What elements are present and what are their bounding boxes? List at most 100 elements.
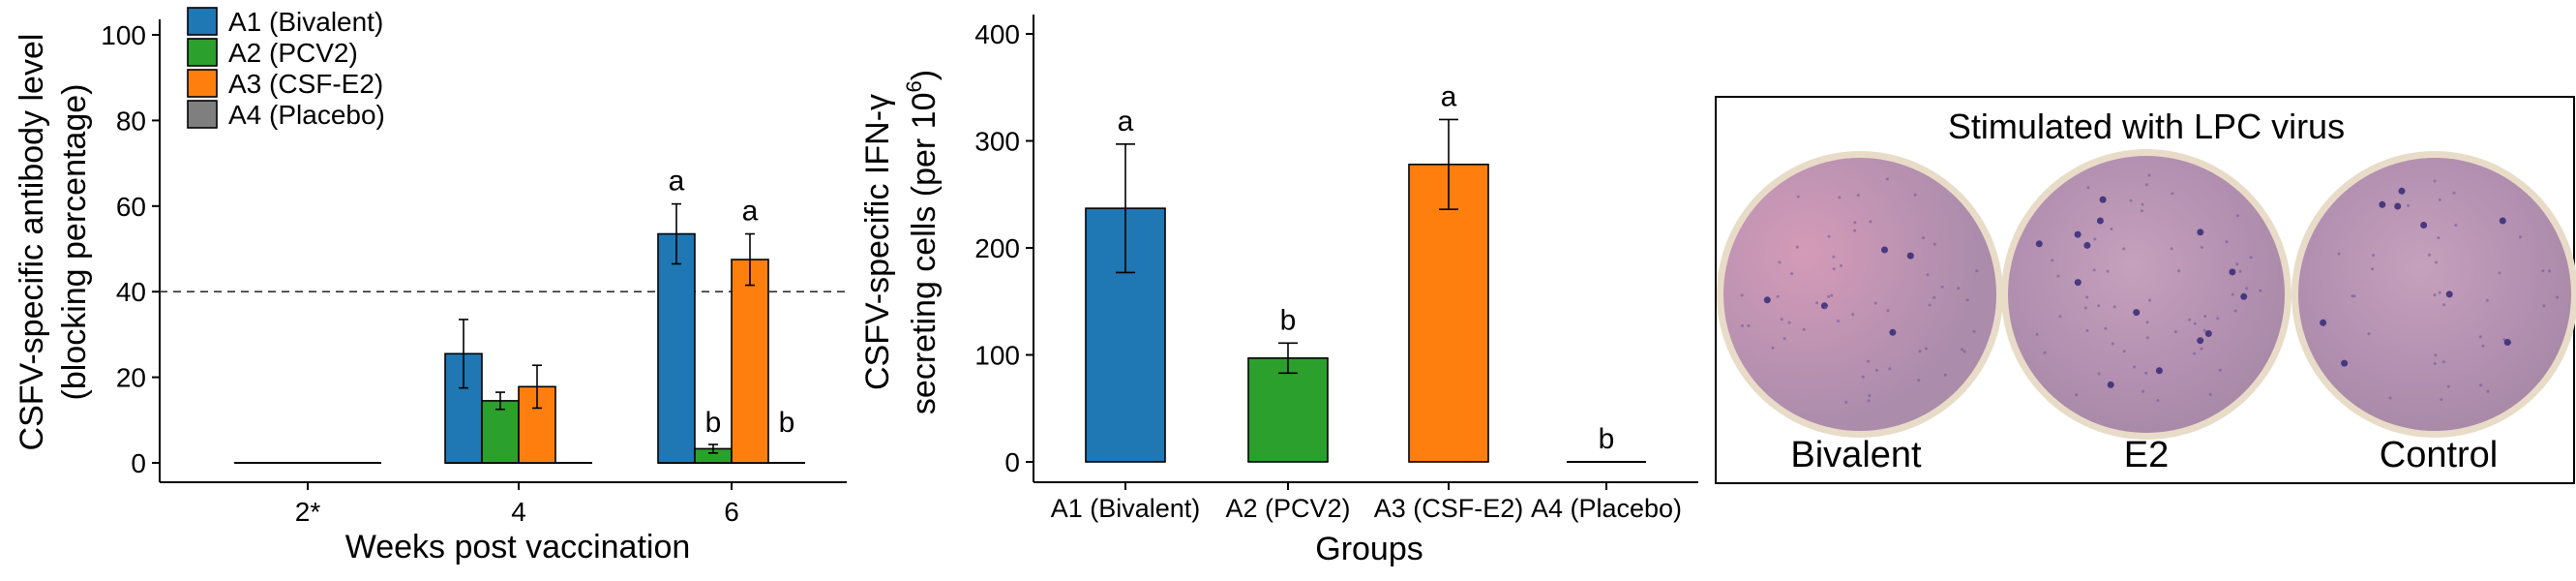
spot	[1795, 245, 1799, 249]
y-tick-label: 100	[101, 20, 146, 50]
spot	[2093, 237, 2097, 241]
spot	[1747, 323, 1751, 327]
spot	[2481, 344, 2485, 348]
ifn-chart-bars: a b a b	[1085, 80, 1646, 463]
spot	[2341, 359, 2349, 367]
spot	[1802, 327, 1806, 331]
legend-label: A2 (PCV2)	[228, 38, 358, 68]
antibody-chart: 0 20 40 60 80 100 2* 4 6 a b a b A1 (Bivalent)A2 (P…	[14, 7, 847, 566]
significance-label: b	[779, 407, 795, 439]
spot	[1940, 285, 1944, 289]
spot	[2051, 259, 2054, 262]
spot	[2371, 267, 2375, 271]
spot	[1932, 242, 1936, 246]
spot	[1885, 177, 1889, 181]
x-tick-label: 2*	[295, 497, 321, 527]
spot	[2229, 268, 2236, 276]
legend-swatch	[187, 38, 218, 67]
ifn-ylabel-prefix: secreting cells (per 10	[906, 92, 943, 414]
spot	[1787, 321, 1791, 324]
spot	[2170, 247, 2173, 251]
spot	[1840, 263, 1842, 267]
well-bivalent	[1717, 151, 2003, 438]
spot	[2122, 247, 2126, 251]
spot	[1906, 252, 1914, 260]
antibody-chart-ylabel-line1: CSFV-specific antibody level	[14, 34, 50, 451]
spot	[1868, 394, 1872, 397]
spot	[1888, 367, 1892, 371]
spot	[2479, 383, 2482, 387]
spot	[2541, 269, 2545, 273]
spot	[2097, 372, 2101, 376]
spot	[1926, 273, 1930, 277]
y-tick-label: 80	[116, 106, 146, 136]
bar	[481, 400, 520, 464]
y-tick-label: 400	[974, 19, 1020, 49]
spot	[2058, 315, 2062, 319]
spot	[1932, 295, 1936, 299]
spot	[2204, 330, 2212, 337]
spot	[2407, 203, 2411, 207]
spot	[2035, 332, 2039, 336]
spot	[1836, 320, 1840, 322]
spot	[2442, 303, 2446, 307]
spot	[2188, 318, 2191, 321]
spot	[2074, 230, 2082, 238]
spot	[1881, 246, 1888, 254]
ifn-ylabel-sup: 6	[902, 80, 926, 92]
spot	[2249, 256, 2253, 260]
legend-label: A1 (Bivalent)	[228, 7, 383, 37]
spot	[2035, 240, 2043, 248]
spot	[2437, 236, 2441, 240]
ifn-chart-xlabel: Groups	[1315, 531, 1423, 567]
spot	[1943, 373, 1947, 377]
spot	[2499, 217, 2506, 225]
spot	[1832, 267, 1836, 271]
spot	[1771, 346, 1775, 350]
spot	[2112, 305, 2116, 309]
spot	[2478, 335, 2482, 339]
spot	[1853, 229, 1857, 232]
spot	[1961, 348, 1964, 352]
spot	[2440, 398, 2443, 402]
y-tick-label: 200	[974, 233, 1020, 263]
spot	[2259, 289, 2262, 292]
significance-label: a	[1118, 106, 1134, 138]
legend-label: A4 (Placebo)	[228, 100, 385, 130]
well-spots	[1740, 173, 2560, 404]
spot	[2129, 199, 2133, 202]
spot	[2144, 371, 2148, 375]
significance-label: a	[669, 166, 685, 198]
spot	[2337, 252, 2341, 256]
spot	[2197, 337, 2204, 345]
spot	[1856, 194, 1860, 198]
spot	[2200, 347, 2203, 351]
y-tick-label: 0	[1004, 447, 1020, 477]
spot	[2083, 241, 2091, 249]
spot	[2156, 399, 2160, 402]
spot	[2193, 321, 2197, 325]
ifn-ylabel-suffix: )	[906, 70, 943, 80]
spot	[1874, 368, 1878, 372]
spot	[2240, 292, 2248, 300]
spot	[2233, 309, 2237, 313]
spot	[2518, 235, 2522, 239]
spot	[1962, 350, 1966, 353]
spot	[1790, 272, 1794, 276]
legend-swatch	[187, 69, 218, 98]
spot	[2104, 326, 2108, 330]
spot	[2083, 306, 2087, 310]
spot	[2106, 269, 2110, 273]
spot	[1763, 296, 1771, 304]
spot	[1830, 293, 1834, 297]
spot	[2075, 393, 2079, 397]
spot	[1965, 298, 1969, 302]
photo-label-control: Control	[2380, 435, 2499, 475]
significance-label: b	[1280, 304, 1297, 336]
spot	[2433, 179, 2437, 183]
spot	[2133, 309, 2141, 317]
spot	[1925, 347, 1928, 351]
spot	[2099, 196, 2107, 203]
spot	[2086, 186, 2090, 190]
spot	[1796, 195, 1800, 199]
